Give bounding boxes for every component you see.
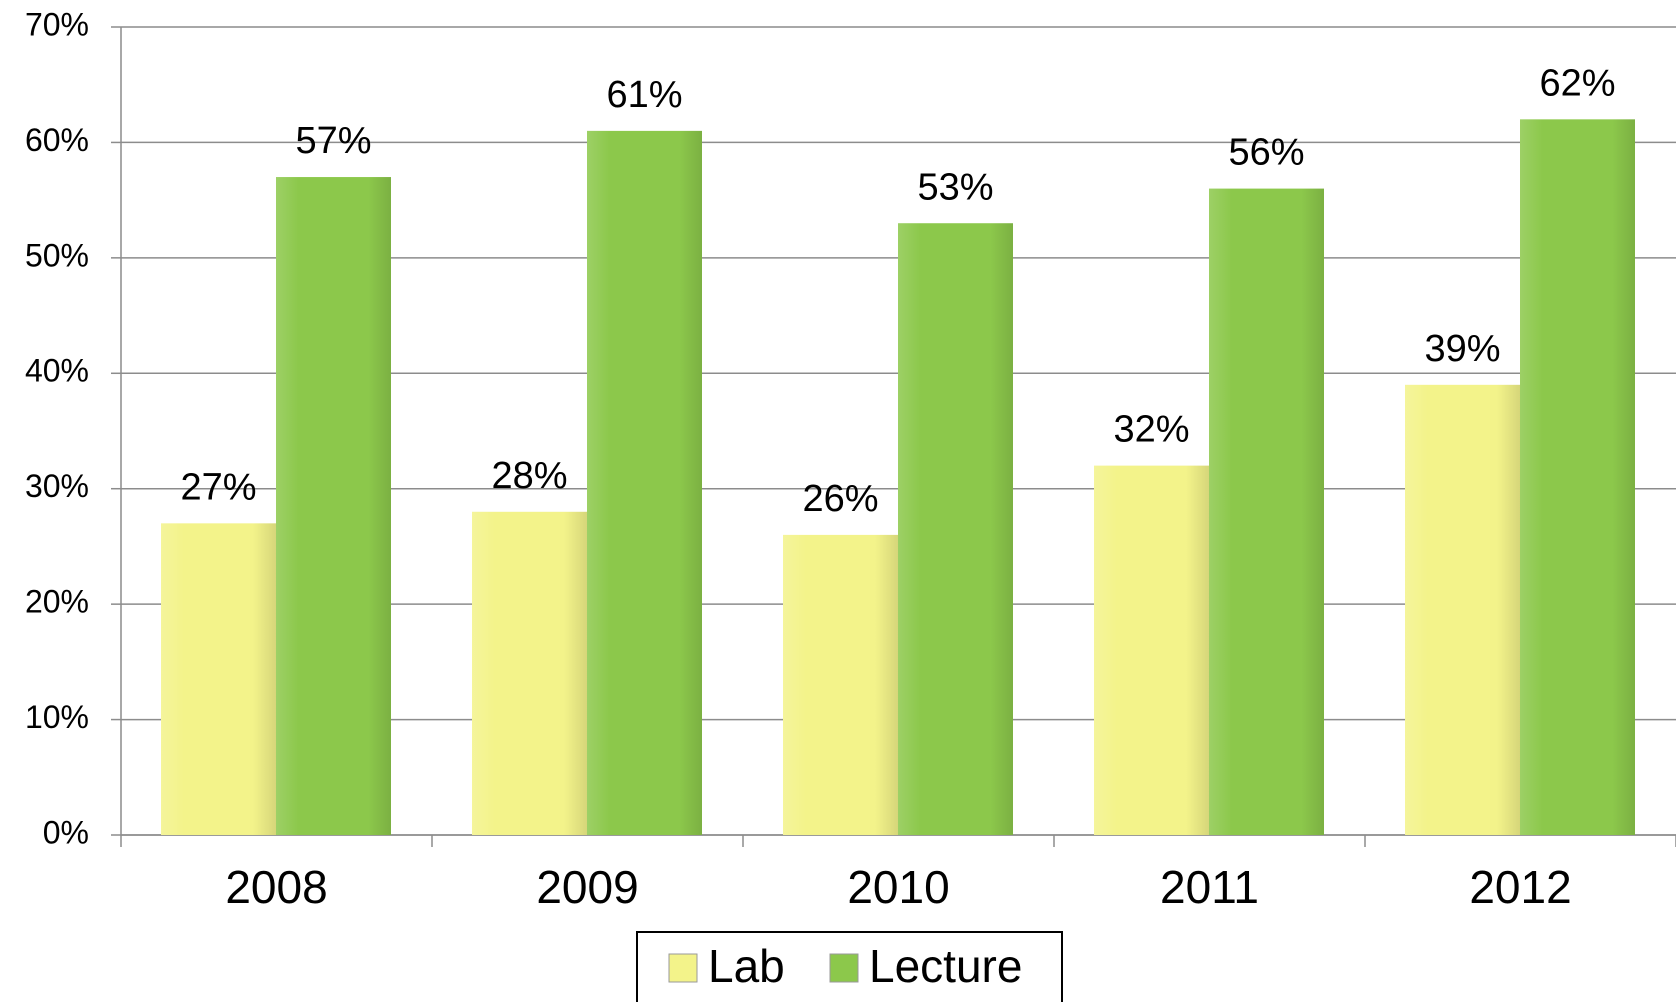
x-tick-label: 2008: [225, 861, 327, 913]
bar-shade: [276, 177, 391, 836]
bar-shade: [1405, 384, 1520, 835]
y-tick-label: 70%: [25, 6, 89, 42]
y-tick-label: 40%: [25, 353, 89, 389]
data-label: 39%: [1424, 328, 1500, 370]
data-label: 32%: [1113, 409, 1189, 451]
data-label: 53%: [917, 166, 993, 208]
data-label: 27%: [180, 466, 256, 508]
x-tick-label: 2011: [1160, 861, 1259, 913]
data-label: 26%: [802, 478, 878, 520]
data-label: 56%: [1228, 132, 1304, 174]
data-label: 61%: [606, 74, 682, 116]
y-tick-label: 0%: [43, 814, 89, 850]
legend-swatch: [829, 953, 859, 983]
data-label: 28%: [491, 455, 567, 497]
legend-swatch: [668, 953, 698, 983]
y-tick-label: 30%: [25, 468, 89, 504]
bar-shade: [1520, 119, 1635, 836]
legend-label: Lecture: [869, 940, 1022, 992]
data-label: 57%: [295, 120, 371, 162]
bar-shade: [898, 223, 1013, 835]
legend-label: Lab: [708, 940, 785, 992]
bar-shade: [1209, 188, 1324, 836]
x-tick-label: 2009: [536, 861, 638, 913]
bar-shade: [587, 130, 702, 835]
x-tick-label: 2010: [847, 861, 949, 913]
bar-shade: [472, 511, 587, 835]
y-tick-label: 10%: [25, 699, 89, 735]
bar-shade: [783, 534, 898, 835]
bar-shade: [161, 523, 276, 835]
y-tick-label: 50%: [25, 237, 89, 273]
bar-shade: [1094, 465, 1209, 835]
x-tick-label: 2012: [1469, 861, 1571, 913]
y-tick-label: 20%: [25, 584, 89, 620]
y-tick-label: 60%: [25, 122, 89, 158]
data-label: 62%: [1539, 62, 1615, 104]
